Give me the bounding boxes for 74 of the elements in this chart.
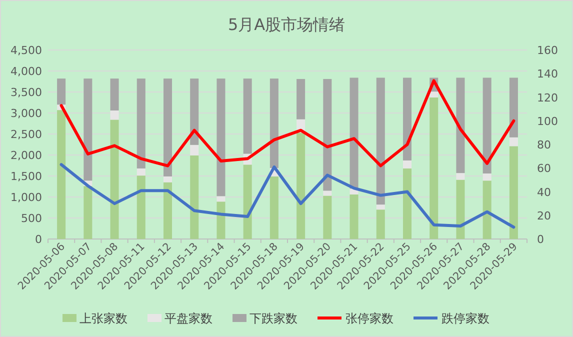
bar	[456, 173, 465, 180]
bar	[136, 78, 146, 168]
bar	[190, 144, 199, 156]
bar	[456, 180, 465, 239]
y-tick-label: 3,000	[10, 107, 42, 120]
bar	[163, 182, 172, 239]
bar	[216, 78, 226, 196]
bar	[323, 196, 332, 239]
legend-label: 张停家数	[346, 312, 394, 326]
bar	[323, 190, 332, 196]
bar	[430, 97, 438, 239]
line-series	[60, 79, 516, 168]
y2-tick-label: 80	[537, 138, 551, 152]
y2-tick-label: 0	[537, 233, 544, 246]
bar	[243, 78, 252, 154]
bar	[216, 196, 226, 202]
bar	[163, 78, 172, 176]
bar	[216, 202, 226, 239]
y-tick-label: 3,500	[10, 86, 42, 99]
bar	[110, 78, 119, 110]
y2-tick-label: 100	[537, 114, 558, 128]
y2-tick-label: 140	[537, 68, 558, 81]
legend-label: 上张家数	[80, 312, 128, 326]
bar	[84, 78, 92, 181]
bar	[57, 110, 66, 239]
y-tick-label: 500	[21, 212, 42, 225]
y2-tick-label: 40	[537, 186, 551, 199]
bar	[350, 194, 358, 239]
bar	[84, 186, 92, 239]
y-tick-label: 4,500	[10, 44, 42, 57]
bar	[376, 204, 385, 210]
bar	[163, 176, 172, 182]
bar	[402, 160, 412, 168]
y2-tick-label: 120	[537, 91, 558, 104]
legend-label: 下跌家数	[250, 312, 298, 326]
bar	[110, 110, 119, 120]
bar	[270, 176, 278, 239]
y-tick-label: 1,000	[10, 191, 42, 204]
chart-title: 5月A股市场情绪	[228, 15, 346, 34]
y2-tick-label: 160	[537, 44, 558, 57]
bar	[296, 132, 306, 239]
bar	[509, 146, 518, 239]
bar	[402, 168, 412, 239]
bar	[350, 78, 358, 189]
bar	[136, 176, 146, 239]
bar	[430, 92, 438, 98]
bar	[482, 78, 492, 174]
bar	[190, 78, 199, 145]
bar	[110, 120, 119, 239]
bar	[482, 180, 492, 239]
y-tick-label: 1,500	[10, 170, 42, 183]
y2-tick-label: 20	[537, 209, 551, 222]
y-tick-label: 2,000	[10, 149, 42, 162]
bar	[376, 78, 385, 205]
bar	[270, 78, 278, 168]
bar	[509, 78, 518, 138]
y-tick-label: 0	[35, 233, 42, 246]
bar	[482, 173, 492, 181]
bar	[456, 78, 465, 174]
bar	[509, 137, 518, 146]
bar	[323, 78, 332, 191]
y-tick-label: 4,000	[10, 65, 42, 78]
legend-label: 平盘家数	[164, 312, 212, 326]
legend-label: 跌停家数	[442, 312, 490, 326]
y2-tick-label: 60	[537, 162, 551, 176]
bar	[402, 78, 412, 160]
bar	[190, 155, 199, 239]
bar	[243, 164, 252, 239]
line-series	[60, 163, 516, 229]
y-tick-label: 2,500	[10, 128, 42, 141]
bar	[376, 210, 385, 239]
bar	[136, 168, 146, 176]
bar	[296, 78, 306, 120]
bar	[57, 78, 66, 105]
